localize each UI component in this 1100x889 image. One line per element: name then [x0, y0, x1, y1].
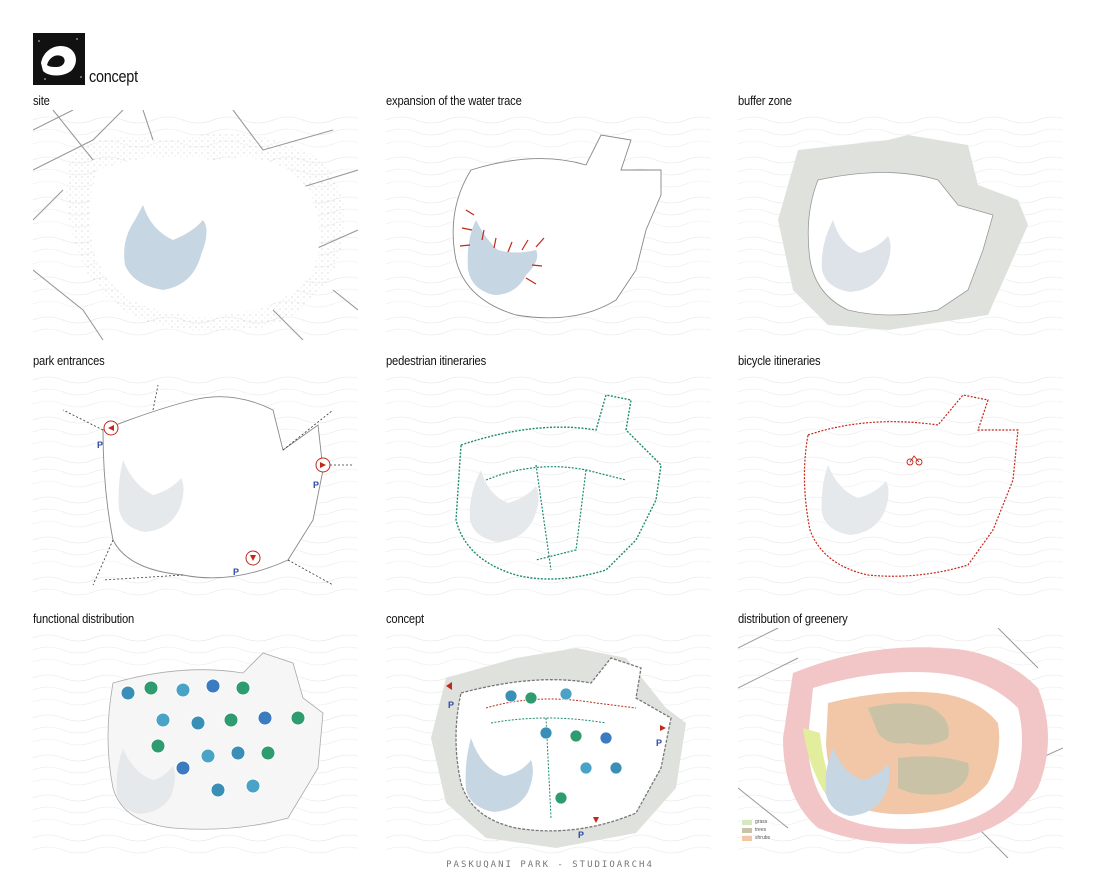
svg-text:P: P	[448, 700, 454, 710]
panel-title-distribution-of-greenery: distribution of greenery	[738, 611, 848, 626]
legend-label: grass	[755, 819, 768, 825]
footer-credit: PASKUQANI PARK - STUDIOARCH4	[446, 860, 654, 870]
panel-title-water-expansion: expansion of the water trace	[386, 93, 522, 108]
panel-title-buffer-zone: buffer zone	[738, 93, 792, 108]
pedestrian-itineraries-map	[386, 370, 711, 600]
legend-swatch-trees	[742, 827, 752, 833]
panel-title-bicycle-itineraries: bicycle itineraries	[738, 353, 821, 368]
legend-item-grass: grass	[742, 818, 770, 826]
legend-item-trees: trees	[742, 826, 770, 834]
svg-text:P: P	[313, 480, 319, 490]
concept-map: P P P	[386, 628, 711, 858]
greenery-distribution-map	[738, 628, 1063, 858]
legend-swatch-grass	[742, 819, 752, 825]
panel-title-pedestrian-itineraries: pedestrian itineraries	[386, 353, 487, 368]
panel-title-concept: concept	[386, 611, 424, 626]
svg-text:P: P	[656, 738, 662, 748]
panel-title-park-entrances: park entrances	[33, 353, 105, 368]
logo-icon	[33, 33, 85, 85]
bicycle-itineraries-map	[738, 370, 1063, 600]
panel-title-functional-distribution: functional distribution	[33, 611, 135, 626]
buffer-zone-map	[738, 110, 1063, 340]
legend-label: shrubs	[755, 835, 771, 841]
legend-item-shrubs: shrubs	[742, 834, 770, 842]
greenery-legend: grass trees shrubs	[742, 818, 770, 842]
park-entrances-map: P P P	[33, 370, 358, 600]
site-map	[33, 110, 358, 340]
legend-swatch-shrubs	[742, 835, 752, 841]
svg-text:P: P	[578, 830, 584, 840]
legend-label: trees	[755, 827, 767, 833]
panel-title-site: site	[33, 93, 50, 108]
water-expansion-map	[386, 110, 711, 340]
functional-distribution-map	[33, 628, 358, 858]
svg-text:P: P	[97, 440, 103, 450]
svg-text:P: P	[233, 567, 239, 577]
page-title: concept	[89, 67, 138, 86]
